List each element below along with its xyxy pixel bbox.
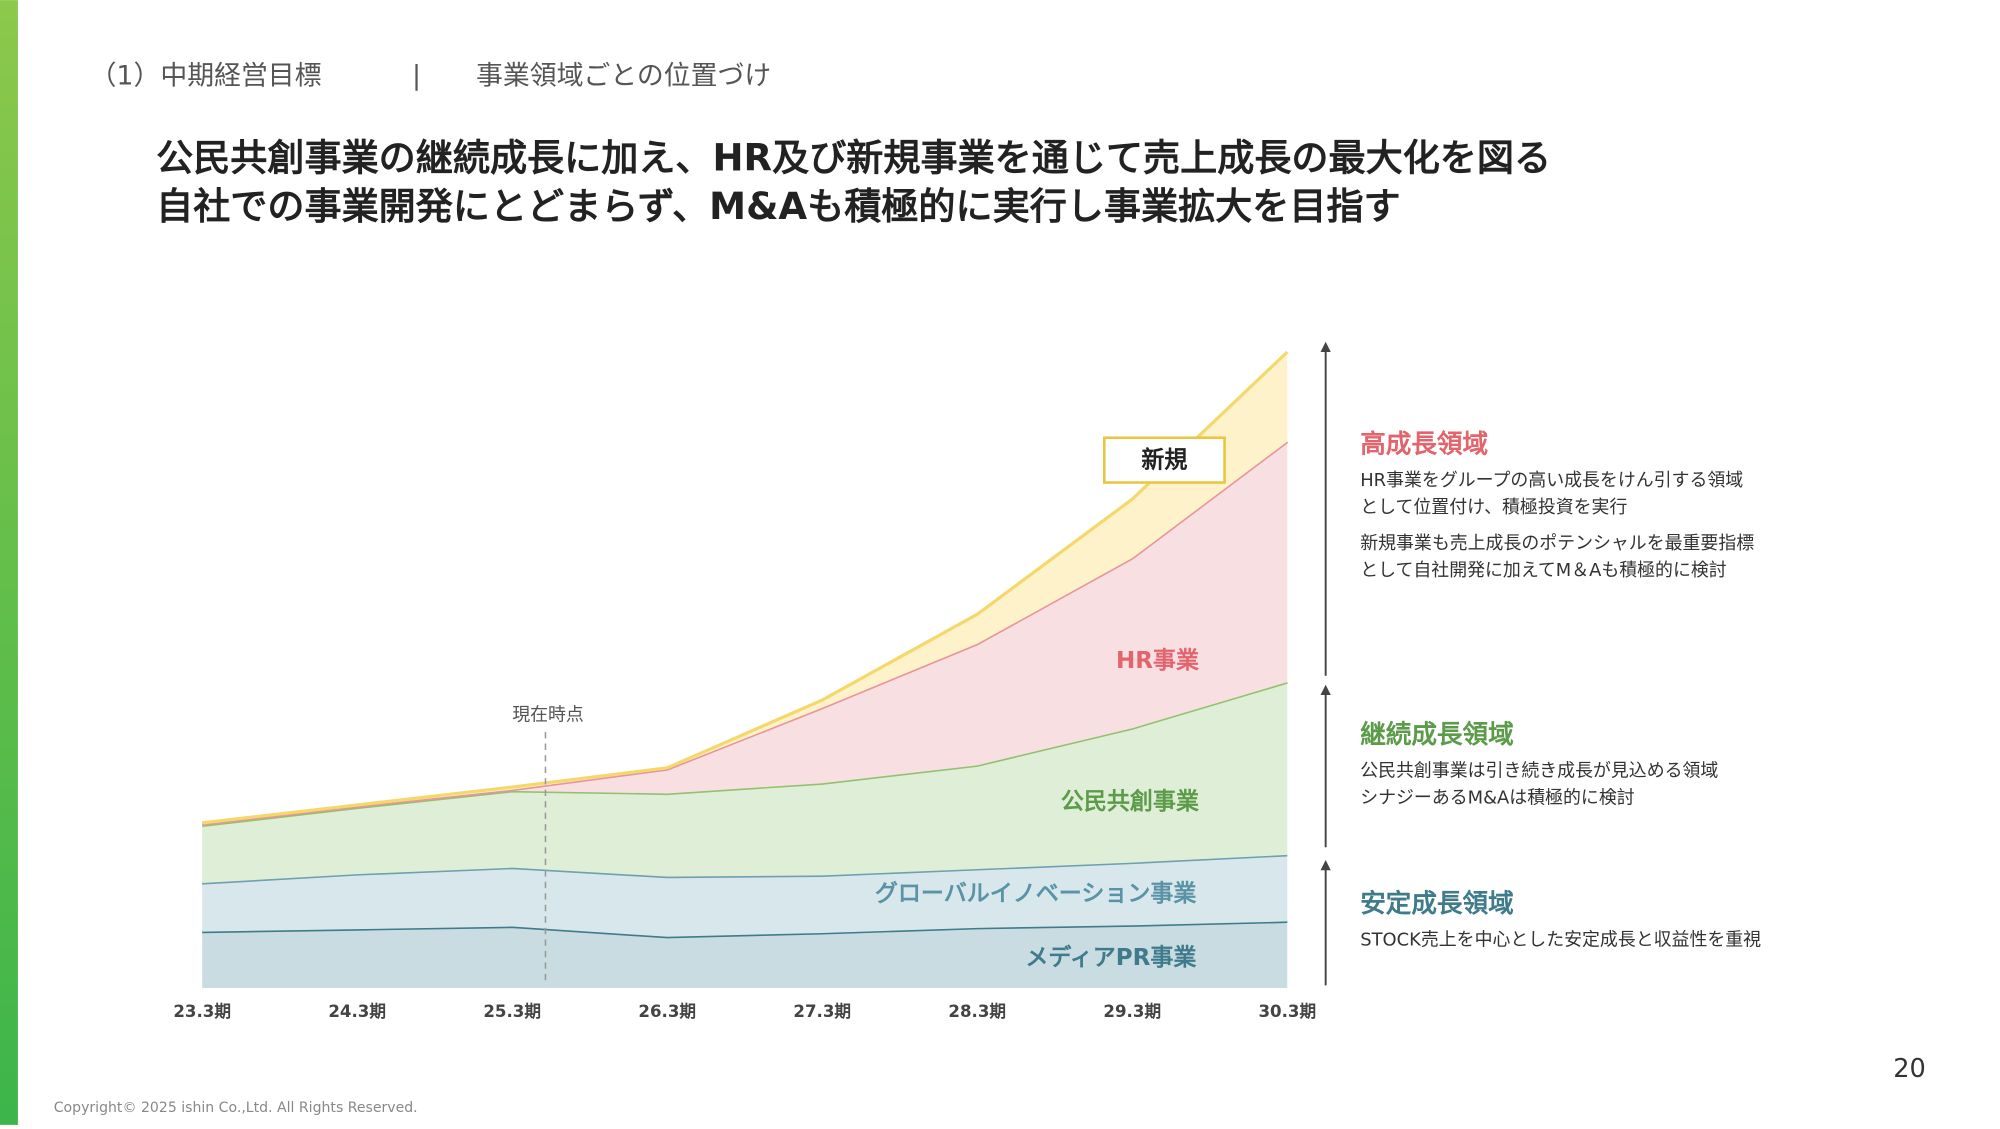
arrow-head (1320, 684, 1331, 695)
series-label: グローバルイノベーション事業 (875, 880, 1198, 907)
headline: 自社での事業開発にとどまらず、M&Aも積極的に実行し事業拡大を目指す (156, 185, 1401, 228)
area-fill (202, 352, 1288, 825)
panel-heading: 高成長領域 (1360, 428, 1488, 459)
series-label: メディアPR事業 (1025, 944, 1197, 971)
x-tick-label: 28.3期 (948, 1002, 1006, 1021)
annotation-text: 現在時点 (512, 704, 584, 725)
x-tick-label: 26.3期 (638, 1002, 696, 1021)
area-fill (202, 921, 1288, 988)
x-tick-label: 27.3期 (793, 1002, 851, 1021)
x-tick-label: 30.3期 (1258, 1002, 1316, 1021)
section-label: （1）中期経営目標 (90, 60, 322, 91)
copyright: Copyright© 2025 ishin Co.,Ltd. All Right… (54, 1100, 418, 1116)
arrow-head (1320, 341, 1331, 353)
series-label-box (1103, 436, 1226, 484)
x-tick-label: 24.3期 (328, 1002, 386, 1021)
accent-bar (0, 0, 18, 1125)
chart: 23.3期 24.3期 25.3期 26.3期 27.3期 28.3期 29.3期 30.3期… (173, 350, 1316, 1021)
panel-text: 新規事業も売上成長のポテンシャルを最重要指標 (1360, 533, 1754, 554)
series-label: 新規 (1141, 446, 1187, 473)
page-number: 20 (1893, 1054, 1926, 1084)
x-tick-label: 25.3期 (483, 1002, 541, 1021)
arrow-head (1320, 860, 1331, 871)
panel-text: 公民共創事業は引き続き成長が見込める領域 (1360, 761, 1718, 782)
panel-heading: 安定成長領域 (1360, 888, 1514, 919)
area-fill (202, 441, 1288, 826)
area-line (201, 350, 1289, 825)
panel-text: HR事業をグループの高い成長をけん引する領域 (1360, 470, 1743, 491)
panel-text: として自社開発に加えてM＆Aも積極的に検討 (1360, 560, 1727, 581)
x-tick-label: 23.3期 (173, 1002, 231, 1021)
series-label: 公民共創事業 (1061, 788, 1200, 815)
headline: 公民共創事業の継続成長に加え、HR及び新規事業を通じて売上成長の最大化を図る (156, 137, 1551, 180)
panel-heading: 継続成長領域 (1360, 719, 1514, 750)
panel-text: STOCK売上を中心とした安定成長と収益性を重視 (1360, 930, 1761, 951)
side-panel: 高成長領域 HR事業をグループの高い成長をけん引する領域として位置付け、積極投資を… (1320, 341, 1761, 986)
area-fill (202, 854, 1288, 937)
panel-text: シナジーあるM&Aは積極的に検討 (1360, 788, 1635, 809)
section-subtitle: 事業領域ごとの位置づけ (476, 60, 771, 91)
area-fill (202, 682, 1288, 884)
series-label: HR事業 (1116, 647, 1200, 674)
panel-text: として位置付け、積極投資を実行 (1360, 497, 1627, 518)
separator: | (412, 60, 421, 91)
x-tick-label: 29.3期 (1103, 1002, 1161, 1021)
